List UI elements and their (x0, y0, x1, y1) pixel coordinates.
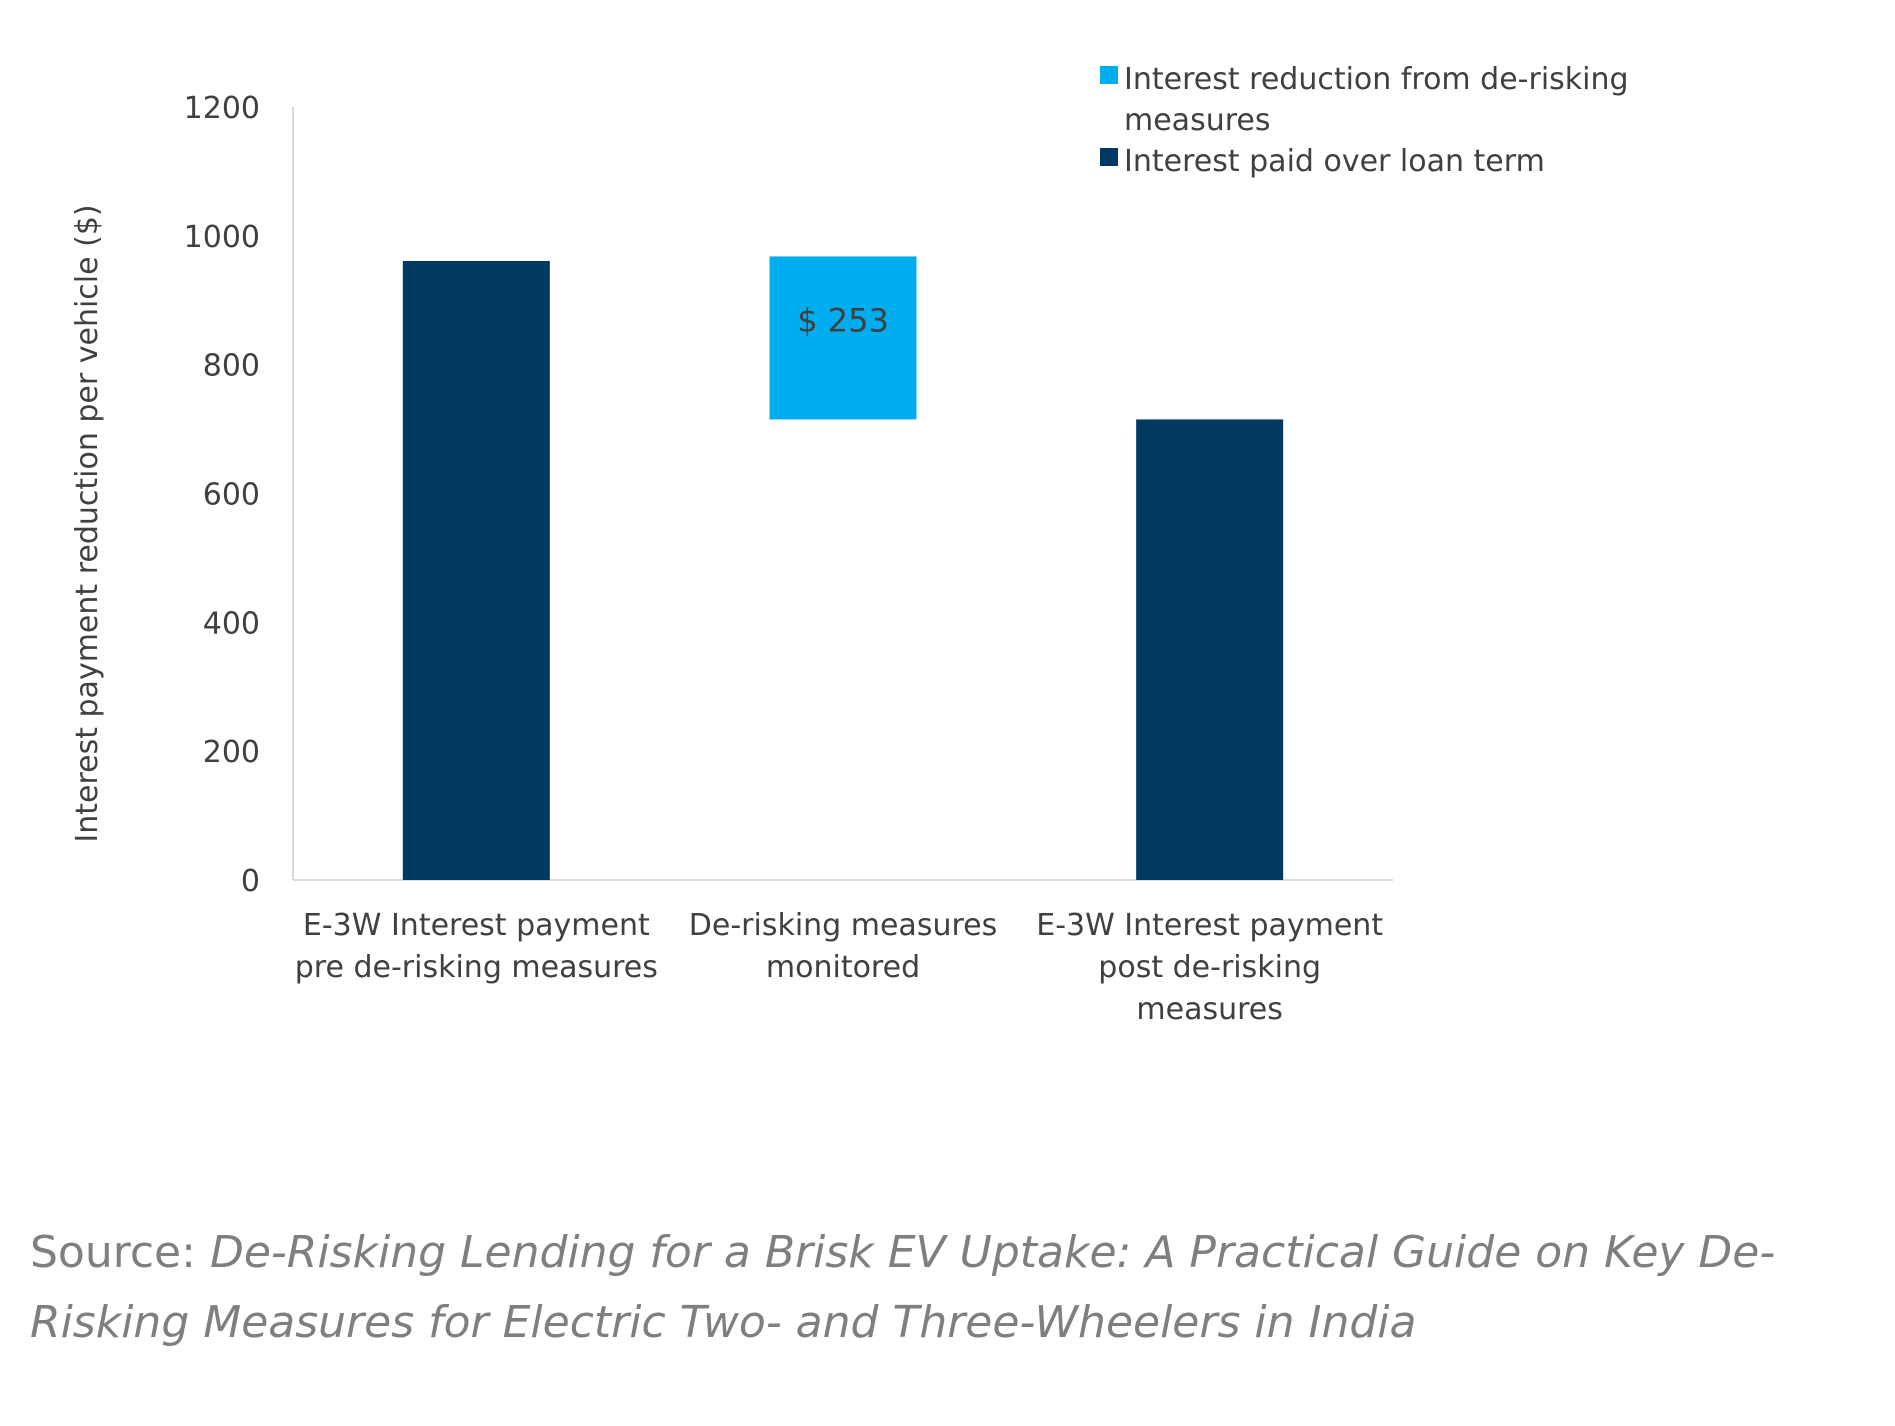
y-tick-label: 200 (203, 735, 260, 770)
x-category-label: monitored (766, 950, 920, 985)
y-tick-label: 400 (203, 606, 260, 641)
legend-label: Interest paid over loan term (1124, 144, 1545, 179)
y-tick-label: 800 (203, 349, 260, 384)
source-prefix: Source: (30, 1227, 210, 1278)
x-category-label: pre de-risking measures (295, 950, 658, 985)
x-category-label: De-risking measures (689, 908, 997, 943)
source-title: De-Risking Lending for a Brisk EV Uptake… (30, 1227, 1776, 1348)
bar-interest-reduction (769, 256, 917, 420)
chart-canvas: 0 200 400 600 800 1000 1200 Interest payment re… (70, 62, 1629, 1027)
bar-interest-paid (1136, 419, 1284, 880)
x-category-label: measures (1136, 992, 1282, 1027)
legend-swatch (1100, 66, 1118, 84)
source-caption: Source: De-Risking Lending for a Brisk E… (30, 1218, 1880, 1358)
data-label: $ 253 (797, 302, 889, 340)
legend-label: Interest reduction from de-risking (1124, 62, 1629, 97)
y-tick-label: 1200 (184, 91, 260, 126)
x-category-label: post de-risking (1098, 950, 1321, 985)
bar-interest-paid (402, 260, 550, 881)
x-category-label: E-3W Interest payment (303, 908, 650, 943)
y-axis-title: Interest payment reduction per vehicle (… (70, 204, 105, 842)
y-tick-label: 600 (203, 478, 260, 513)
y-tick-label: 0 (241, 864, 260, 899)
y-tick-label: 1000 (184, 220, 260, 255)
x-category-label: E-3W Interest payment (1036, 908, 1383, 943)
legend-label: measures (1124, 103, 1270, 138)
legend-swatch (1100, 148, 1118, 166)
